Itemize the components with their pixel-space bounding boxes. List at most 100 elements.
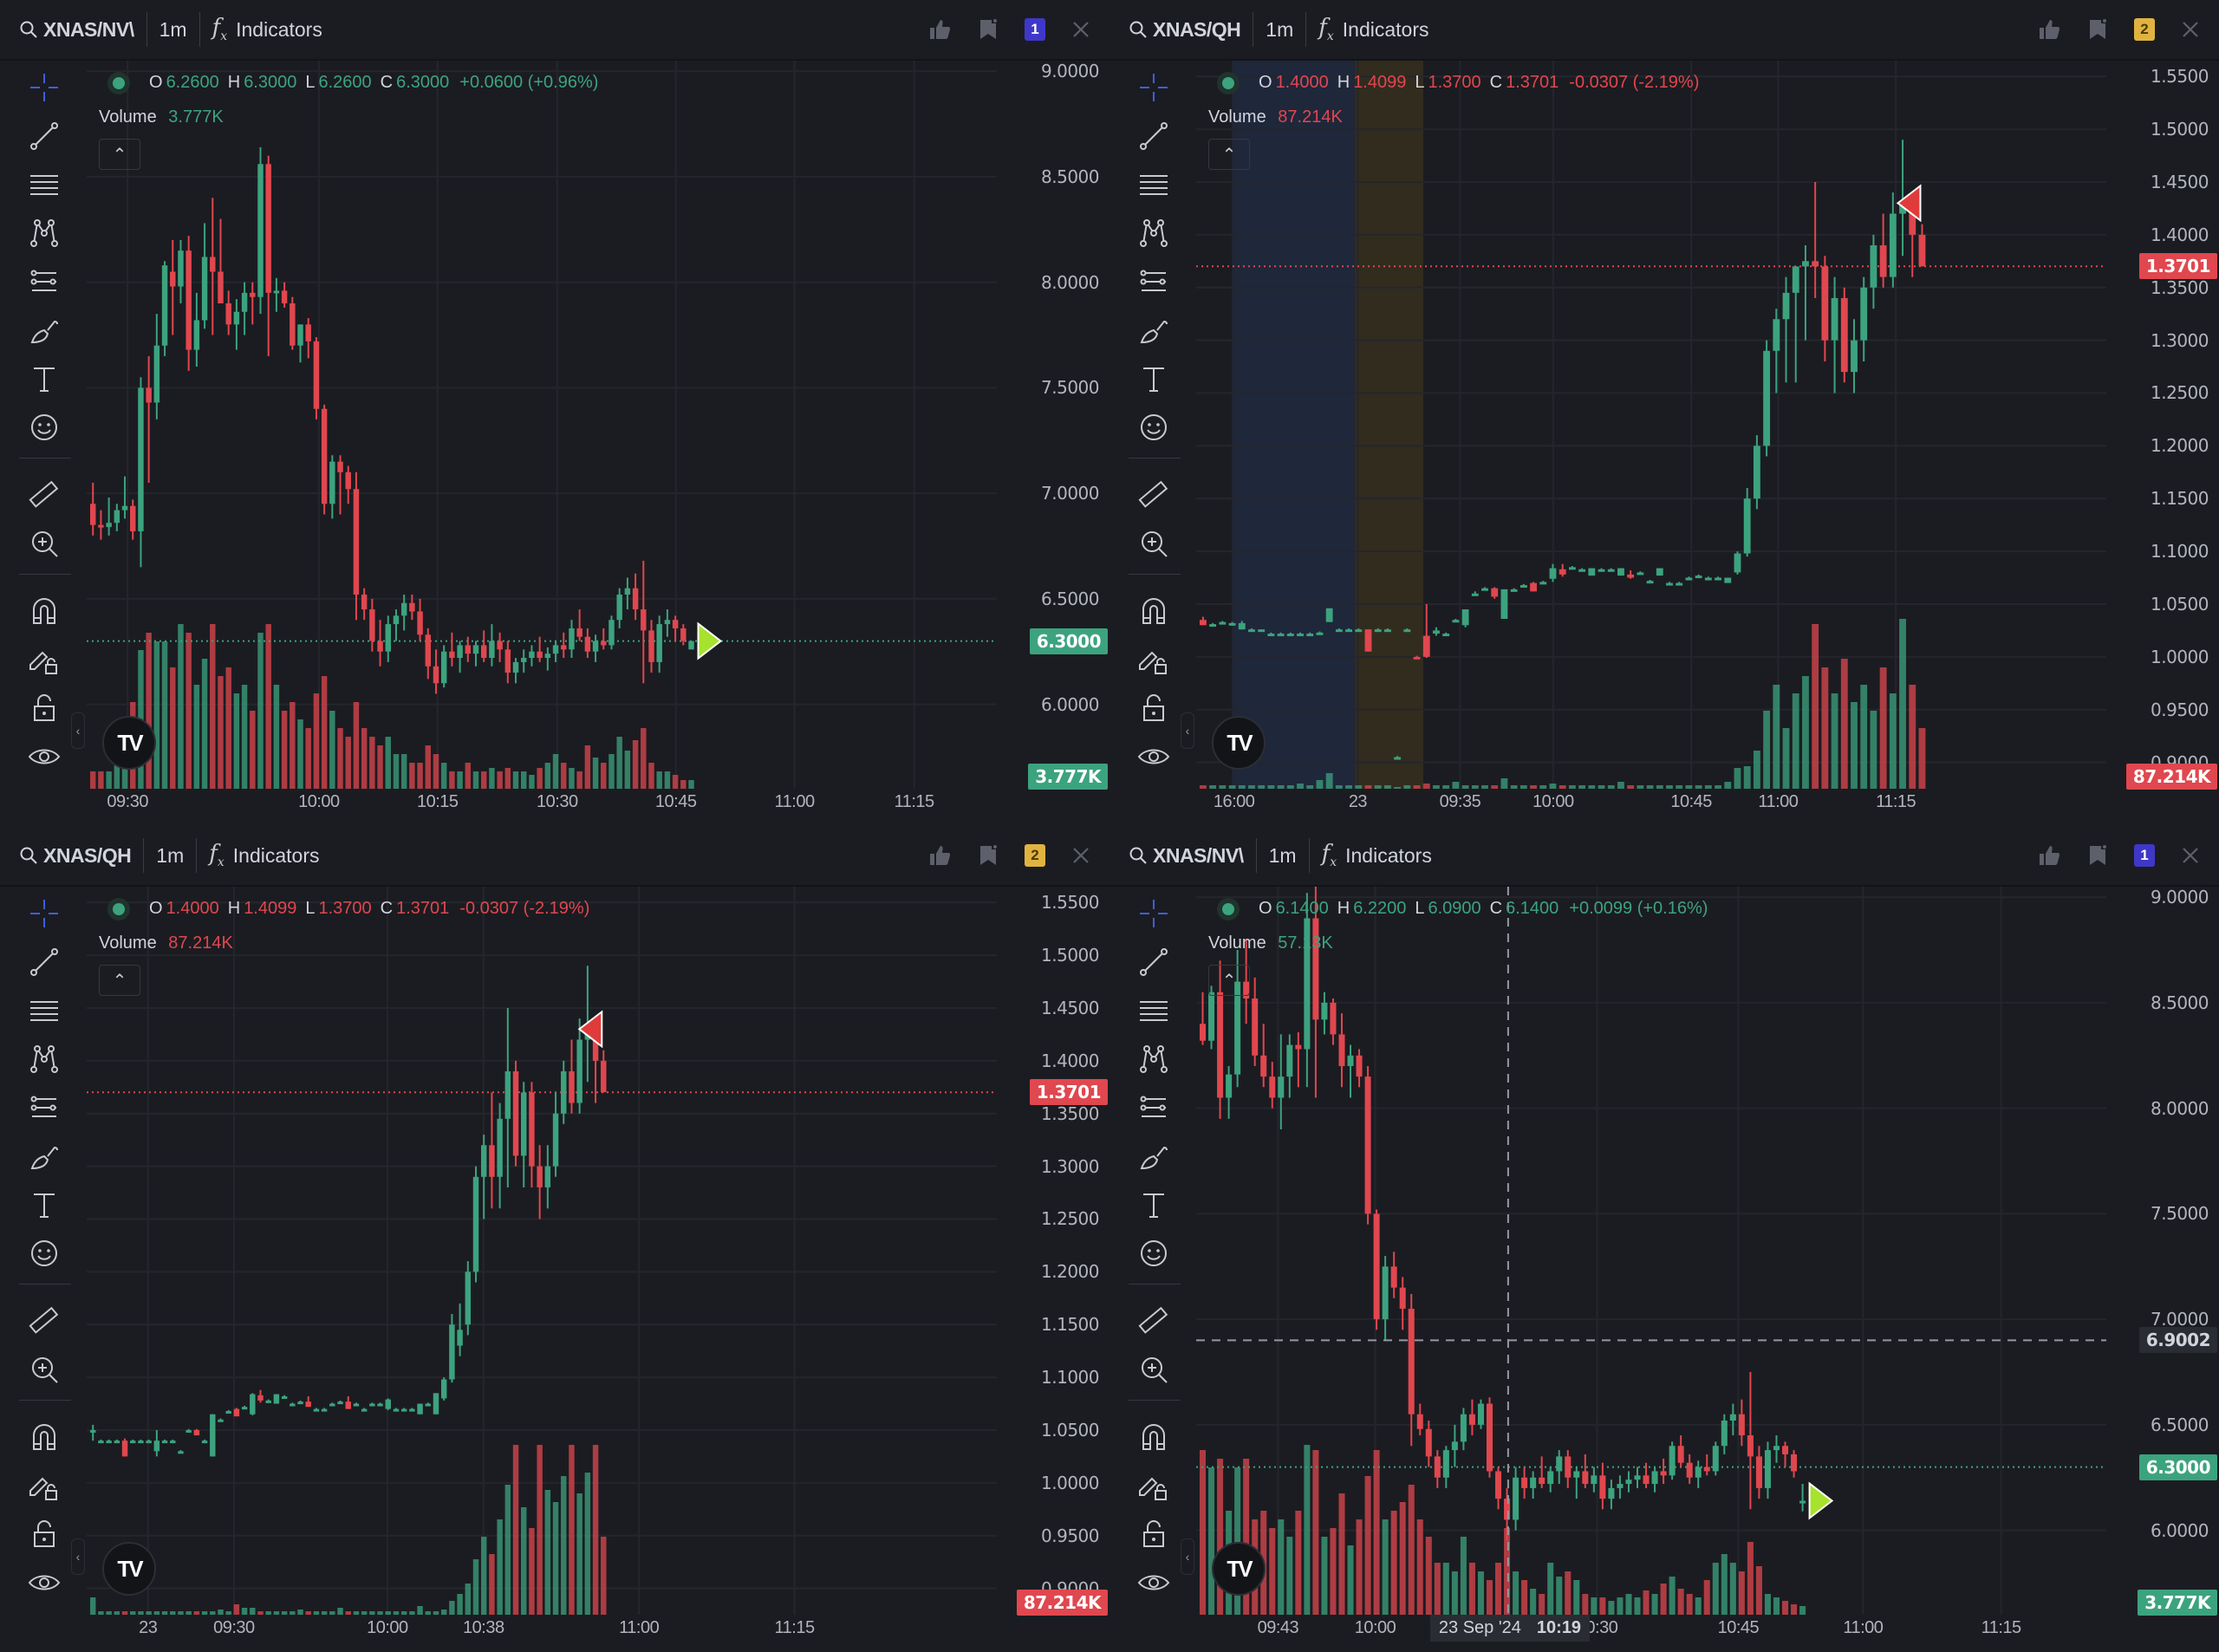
- pattern-icon[interactable]: [1134, 1039, 1174, 1079]
- lock-icon[interactable]: [1134, 688, 1174, 728]
- price-axis[interactable]: 9.0000 8.5000 8.0000 7.5000 7.0000 6.5000 6.00…: [2106, 887, 2219, 1616]
- magnet-icon[interactable]: [24, 1417, 64, 1457]
- collapse-legend-button[interactable]: ⌃: [99, 139, 140, 170]
- lock-drawing-icon[interactable]: [24, 640, 64, 680]
- hide-toolbar-button[interactable]: ‹: [1181, 712, 1194, 749]
- close-icon[interactable]: [1071, 846, 1090, 865]
- horizontal-lines-icon[interactable]: [1134, 991, 1174, 1031]
- magnet-icon[interactable]: [1134, 591, 1174, 631]
- eye-icon[interactable]: [1134, 1563, 1174, 1603]
- text-icon[interactable]: [1134, 359, 1174, 399]
- hide-toolbar-button[interactable]: ‹: [71, 1538, 85, 1575]
- collapse-legend-button[interactable]: ⌃: [1208, 139, 1250, 170]
- lock-icon[interactable]: [1134, 1514, 1174, 1554]
- time-axis[interactable]: 09:43 10:00 10:30 10:45 11:00 11:15 23 Sep '24…: [1196, 1615, 2219, 1652]
- ruler-icon[interactable]: [1134, 475, 1174, 515]
- tradingview-logo[interactable]: TV: [102, 716, 156, 770]
- ruler-icon[interactable]: [24, 1301, 64, 1341]
- chart-canvas[interactable]: [1196, 61, 2106, 789]
- text-icon[interactable]: [24, 359, 64, 399]
- chart-canvas[interactable]: [87, 61, 997, 789]
- indicators-button[interactable]: fx Indicators: [197, 838, 331, 873]
- text-icon[interactable]: [24, 1185, 64, 1225]
- chart-canvas[interactable]: [1196, 887, 2106, 1615]
- emoji-icon[interactable]: [1134, 1233, 1174, 1273]
- tradingview-logo[interactable]: TV: [1212, 716, 1266, 770]
- tradingview-logo[interactable]: TV: [1212, 1542, 1266, 1596]
- brush-icon[interactable]: [1134, 310, 1174, 350]
- thumbs-up-icon[interactable]: [2037, 843, 2061, 868]
- zoom-in-icon[interactable]: [24, 1350, 64, 1389]
- pattern-icon[interactable]: [1134, 213, 1174, 253]
- time-axis[interactable]: 16:00 23 09:35 10:00 10:45 11:00 11:15: [1196, 789, 2219, 826]
- price-axis[interactable]: 9.0000 8.5000 8.0000 7.5000 7.0000 6.5000 6.00…: [997, 61, 1110, 790]
- emoji-icon[interactable]: [24, 1233, 64, 1273]
- trend-line-icon[interactable]: [1134, 116, 1174, 156]
- close-icon[interactable]: [1071, 20, 1090, 39]
- lock-icon[interactable]: [24, 1514, 64, 1554]
- zoom-in-icon[interactable]: [1134, 1350, 1174, 1389]
- ruler-icon[interactable]: [24, 475, 64, 515]
- brush-icon[interactable]: [24, 310, 64, 350]
- interval-button[interactable]: 1m: [144, 838, 196, 873]
- crosshair-icon[interactable]: [1134, 68, 1174, 107]
- hide-toolbar-button[interactable]: ‹: [71, 712, 85, 749]
- thumbs-up-icon[interactable]: [2037, 17, 2061, 42]
- fib-icon[interactable]: [1134, 1088, 1174, 1128]
- bookmark-icon[interactable]: [978, 843, 999, 868]
- symbol-search-button[interactable]: XNAS/QH: [0, 838, 143, 873]
- trend-line-icon[interactable]: [1134, 942, 1174, 982]
- close-icon[interactable]: [2181, 20, 2200, 39]
- close-icon[interactable]: [2181, 846, 2200, 865]
- link-group-badge[interactable]: 2: [2134, 18, 2155, 41]
- emoji-icon[interactable]: [1134, 407, 1174, 447]
- time-axis[interactable]: 23 09:30 10:00 10:38 11:00 11:15: [87, 1615, 1110, 1652]
- horizontal-lines-icon[interactable]: [24, 165, 64, 205]
- collapse-legend-button[interactable]: ⌃: [1208, 965, 1250, 996]
- time-axis[interactable]: 09:30 10:00 10:15 10:30 10:45 11:00 11:15: [87, 789, 1110, 826]
- eye-icon[interactable]: [24, 1563, 64, 1603]
- ruler-icon[interactable]: [1134, 1301, 1174, 1341]
- fib-icon[interactable]: [1134, 262, 1174, 302]
- collapse-legend-button[interactable]: ⌃: [99, 965, 140, 996]
- bookmark-icon[interactable]: [2087, 17, 2108, 42]
- bookmark-icon[interactable]: [978, 17, 999, 42]
- symbol-search-button[interactable]: XNAS/QH: [1110, 12, 1253, 47]
- eye-icon[interactable]: [1134, 737, 1174, 777]
- link-group-badge[interactable]: 2: [1025, 844, 1045, 867]
- tradingview-logo[interactable]: TV: [102, 1542, 156, 1596]
- zoom-in-icon[interactable]: [1134, 524, 1174, 563]
- zoom-in-icon[interactable]: [24, 524, 64, 563]
- link-group-badge[interactable]: 1: [1025, 18, 1045, 41]
- lock-drawing-icon[interactable]: [1134, 1466, 1174, 1506]
- emoji-icon[interactable]: [24, 407, 64, 447]
- indicators-button[interactable]: fx Indicators: [200, 12, 335, 47]
- eye-icon[interactable]: [24, 737, 64, 777]
- crosshair-icon[interactable]: [24, 894, 64, 933]
- pattern-icon[interactable]: [24, 213, 64, 253]
- pattern-icon[interactable]: [24, 1039, 64, 1079]
- chart-canvas[interactable]: [87, 887, 997, 1615]
- fib-icon[interactable]: [24, 1088, 64, 1128]
- horizontal-lines-icon[interactable]: [1134, 165, 1174, 205]
- lock-drawing-icon[interactable]: [1134, 640, 1174, 680]
- lock-drawing-icon[interactable]: [24, 1466, 64, 1506]
- trend-line-icon[interactable]: [24, 116, 64, 156]
- trend-line-icon[interactable]: [24, 942, 64, 982]
- thumbs-up-icon[interactable]: [927, 843, 952, 868]
- lock-icon[interactable]: [24, 688, 64, 728]
- indicators-button[interactable]: fx Indicators: [1306, 12, 1441, 47]
- horizontal-lines-icon[interactable]: [24, 991, 64, 1031]
- interval-button[interactable]: 1m: [1253, 12, 1305, 47]
- text-icon[interactable]: [1134, 1185, 1174, 1225]
- interval-button[interactable]: 1m: [147, 12, 199, 47]
- indicators-button[interactable]: fx Indicators: [1310, 838, 1444, 873]
- brush-icon[interactable]: [1134, 1136, 1174, 1176]
- brush-icon[interactable]: [24, 1136, 64, 1176]
- symbol-search-button[interactable]: XNAS/NV\: [1110, 838, 1256, 873]
- crosshair-icon[interactable]: [1134, 894, 1174, 933]
- price-axis[interactable]: 1.5500 1.5000 1.4500 1.4000 1.3500 1.3000 1.25…: [997, 887, 1110, 1616]
- link-group-badge[interactable]: 1: [2134, 844, 2155, 867]
- fib-icon[interactable]: [24, 262, 64, 302]
- hide-toolbar-button[interactable]: ‹: [1181, 1538, 1194, 1575]
